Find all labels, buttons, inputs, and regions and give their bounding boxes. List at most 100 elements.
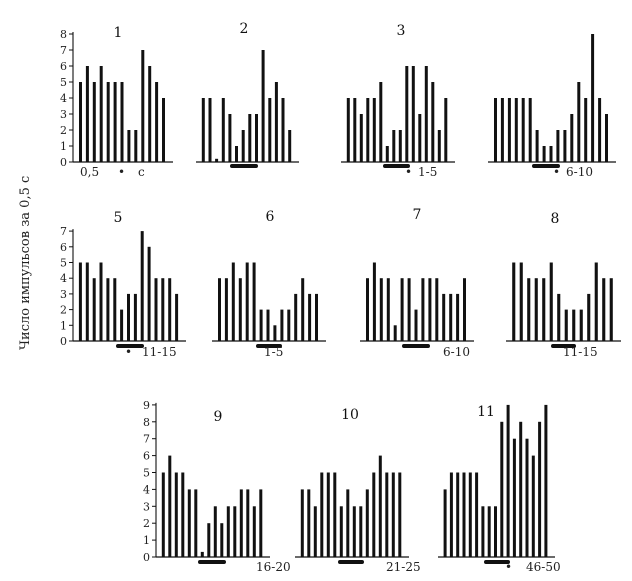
bar [549, 262, 553, 341]
bar [538, 421, 542, 557]
y-tick-label: 0 [143, 551, 150, 564]
panel-number: 8 [551, 211, 560, 227]
bar [133, 293, 137, 341]
bar [564, 309, 568, 341]
bar [584, 98, 588, 162]
bar [207, 523, 211, 557]
panel-3: 3 • 1-5 [341, 23, 455, 179]
bar [594, 262, 598, 341]
bar [587, 293, 591, 341]
bar [535, 130, 539, 162]
bar [468, 472, 472, 557]
bar [400, 278, 404, 341]
y-tick-label: 5 [143, 467, 150, 480]
bar [494, 98, 497, 162]
panel-number: 6 [266, 209, 275, 225]
bar [512, 262, 516, 341]
y-tick-label: 1 [143, 534, 150, 547]
bar [487, 506, 491, 557]
panel-5: 0 1 2 3 4 5 6 7 5 • 11-15 [60, 210, 186, 359]
bar [255, 114, 258, 162]
bar [274, 82, 278, 162]
panel-11: 11 • 46-50 [438, 404, 561, 574]
bar [512, 438, 516, 557]
bar [224, 278, 228, 341]
bar [475, 472, 479, 557]
panel-footer-label: 1-5 [264, 345, 283, 359]
bar [437, 130, 441, 162]
bar [266, 309, 270, 341]
bar [252, 262, 256, 341]
y-tick-label: 8 [60, 28, 67, 41]
y-tick-label: 4 [60, 272, 67, 285]
bar [542, 146, 546, 162]
bar [424, 66, 428, 162]
bar [414, 309, 418, 341]
bar [106, 278, 110, 341]
bar [141, 50, 145, 162]
bar [514, 98, 518, 162]
panel-4: • 6-10 [488, 34, 616, 179]
bar [352, 506, 356, 557]
stimulus-bar [402, 344, 430, 348]
panel-footer-label: • [118, 165, 125, 179]
bar [456, 293, 460, 341]
bar [443, 489, 447, 557]
panel-number: 5 [114, 210, 123, 226]
bar [148, 66, 152, 162]
bar [228, 114, 232, 162]
bar [563, 130, 567, 162]
bar [346, 489, 350, 557]
panel-1: 0 1 2 3 4 5 6 7 8 1 0,5 • с [60, 25, 173, 179]
panel-2: 2 [196, 21, 299, 168]
panel-number: 9 [214, 409, 223, 425]
bar [598, 98, 602, 162]
bar [386, 278, 390, 341]
bar [428, 278, 432, 341]
bar [308, 293, 312, 341]
bar [294, 293, 298, 341]
bar [162, 98, 165, 162]
bar [365, 489, 369, 557]
panel-footer-label: 11-15 [142, 345, 177, 359]
bar [591, 34, 595, 162]
panel-9: 0 1 2 3 4 5 6 7 8 9 9 16-20 [143, 399, 291, 574]
bar [315, 293, 318, 341]
bar [168, 455, 172, 557]
panel-footer-label: • [405, 165, 412, 179]
panel-number: 10 [341, 407, 359, 423]
bar [281, 98, 285, 162]
bar [113, 82, 117, 162]
y-tick-label: 5 [60, 76, 67, 89]
bar [531, 455, 535, 557]
bar [213, 506, 217, 557]
bar [134, 130, 138, 162]
bar [99, 66, 103, 162]
bar [398, 130, 402, 162]
bar [245, 262, 249, 341]
bar [519, 262, 523, 341]
bar [241, 130, 245, 162]
stimulus-bar [198, 560, 226, 564]
bar [268, 98, 272, 162]
bar [85, 262, 89, 341]
bar [500, 98, 504, 162]
stimulus-bar [532, 164, 560, 168]
bar [405, 66, 409, 162]
panel-footer-label: с [138, 165, 145, 179]
bar [579, 309, 583, 341]
y-tick-label: 5 [60, 257, 67, 270]
bar [391, 472, 395, 557]
panel-number: 3 [397, 23, 406, 39]
bar [449, 472, 453, 557]
bar [372, 472, 376, 557]
panel-footer-label: 16-20 [256, 560, 291, 574]
y-tick-label: 4 [60, 92, 67, 105]
stimulus-bar [230, 164, 258, 168]
y-tick-label: 6 [60, 60, 67, 73]
stimulus-bar [116, 344, 144, 348]
bar [385, 472, 389, 557]
stimulus-bar [551, 344, 576, 348]
y-tick-label: 7 [60, 225, 67, 238]
